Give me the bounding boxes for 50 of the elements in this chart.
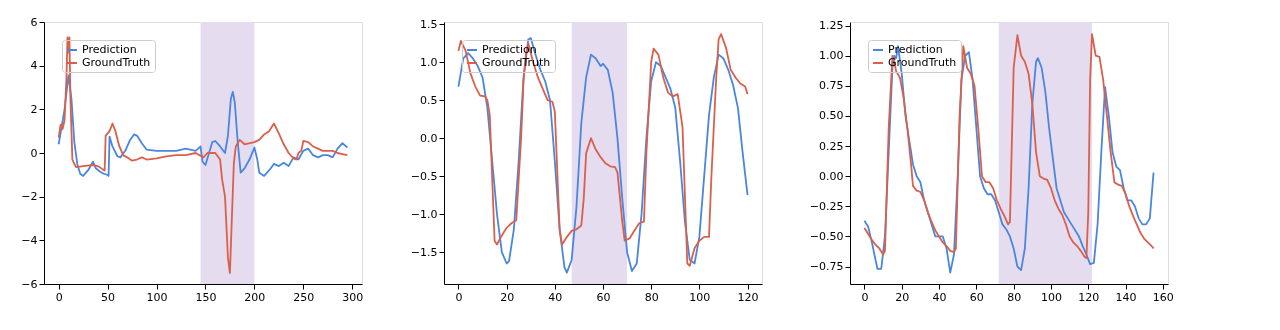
x-tick-label: 0 [55,290,63,304]
y-tick-label: −4 [21,233,38,247]
x-tick-label: 40 [548,290,563,304]
x-tick-label: 60 [969,290,984,304]
x-tick-label: 50 [101,290,116,304]
x-tick-label: 250 [293,290,315,304]
y-tick-label: 0.0 [420,131,438,145]
y-tick-label: −0.5 [410,169,438,183]
y-tick-label: −0.25 [809,199,844,213]
y-tick-label: 0.5 [420,93,438,107]
y-tick-label: 0.25 [819,139,844,153]
x-tick-label: 140 [1115,290,1137,304]
y-tick-label: −1.0 [410,207,438,221]
y-tick-label: 0.75 [819,79,844,93]
x-tick-label: 80 [1007,290,1022,304]
x-tick-label: 100 [146,290,168,304]
y-tick-label: 2 [30,102,38,116]
x-tick-label: 100 [689,290,711,304]
legend-label: Prediction [82,43,137,56]
y-tick-label: 1.5 [420,17,438,31]
line-series [57,36,349,274]
x-tick-label: 20 [895,290,910,304]
y-tick-label: 4 [30,59,38,73]
line-series [57,74,349,177]
x-tick-label: 120 [737,290,759,304]
x-tick-label: 80 [644,290,659,304]
x-tick-label: 0 [455,290,463,304]
x-tick-label: 20 [500,290,515,304]
y-tick-label: 0 [30,146,38,160]
y-tick-label: −0.50 [809,229,844,243]
y-tick-label: 0.50 [819,109,844,123]
x-tick-label: 200 [244,290,266,304]
y-tick-label: −1.5 [410,245,438,259]
x-tick-label: 0 [861,290,869,304]
y-tick-label: 1.00 [819,49,844,63]
x-tick-label: 60 [596,290,611,304]
x-tick-label: 100 [1040,290,1062,304]
y-tick-label: 1.0 [420,55,438,69]
x-tick-label: 120 [1078,290,1100,304]
x-tick-label: 300 [342,290,364,304]
legend-label: GroundTruth [82,56,151,69]
y-tick-label: 6 [30,15,38,29]
x-tick-label: 40 [932,290,947,304]
x-tick-label: 160 [1152,290,1174,304]
x-tick-label: 150 [195,290,217,304]
y-tick-label: −0.75 [809,260,844,274]
y-tick-label: −2 [21,190,38,204]
y-tick-label: 0.00 [819,169,844,183]
y-tick-label: −6 [21,277,38,291]
y-tick-label: 1.25 [819,19,844,33]
